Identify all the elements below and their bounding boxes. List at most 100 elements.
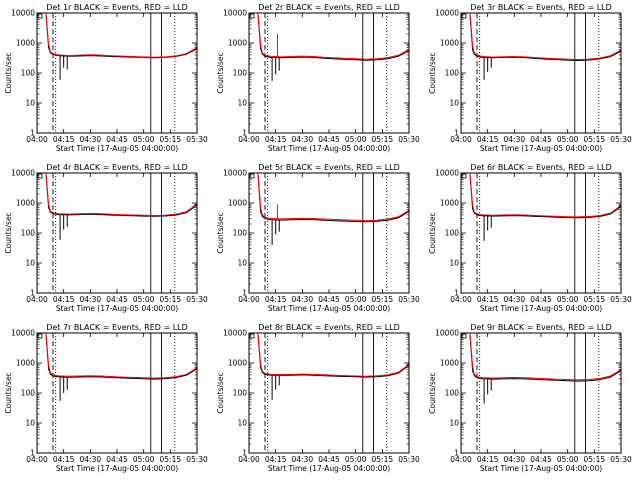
- x-tick-label: 05:15: [584, 135, 606, 144]
- y-tick-label: 1: [30, 289, 35, 298]
- x-tick-label: 05:15: [372, 135, 394, 144]
- y-tick-label: 100: [21, 69, 36, 78]
- x-tick-label: 05:15: [160, 135, 182, 144]
- y-axis-label: Counts/sec: [4, 372, 13, 413]
- panel-title: Det 6r BLACK = Events, RED = LLD: [470, 163, 612, 172]
- y-tick-label: 10000: [435, 9, 459, 18]
- detector-panel-8: Det 8r BLACK = Events, RED = LLD 04:00 04:…: [216, 323, 420, 473]
- y-tick-label: 100: [21, 229, 36, 238]
- x-tick-label: 04:30: [504, 295, 526, 304]
- x-tick-label: 05:00: [133, 455, 155, 464]
- x-tick-label: 05:15: [584, 295, 606, 304]
- x-tick-label: 04:45: [106, 455, 128, 464]
- x-tick-label: 05:15: [160, 295, 182, 304]
- panel-title: Det 2r BLACK = Events, RED = LLD: [258, 3, 400, 12]
- x-tick-label: 05:30: [186, 295, 208, 304]
- x-tick-label: 05:30: [186, 455, 208, 464]
- x-tick-label: 04:00: [450, 455, 472, 464]
- x-axis-label: Start Time (17-Aug-05 04:00:00): [268, 144, 390, 153]
- x-tick-label: 04:15: [477, 135, 499, 144]
- y-tick-label: 10: [449, 419, 459, 428]
- x-tick-label: 04:15: [477, 295, 499, 304]
- x-tick-label: 05:00: [133, 135, 155, 144]
- x-tick-label: 04:45: [530, 295, 552, 304]
- panel-title: Det 3r BLACK = Events, RED = LLD: [470, 3, 612, 12]
- plot-frame: [36, 12, 198, 134]
- x-tick-label: 05:30: [610, 135, 632, 144]
- events-rate-line: [469, 13, 621, 62]
- x-tick-label: 04:00: [238, 295, 260, 304]
- lld-rate-line: [45, 13, 197, 58]
- lld-rate-line: [469, 13, 621, 61]
- x-tick-label: 04:45: [318, 295, 340, 304]
- y-tick-label: 1: [454, 289, 459, 298]
- y-tick-label: 100: [233, 229, 248, 238]
- x-tick-label: 05:15: [160, 455, 182, 464]
- lld-rate-line: [469, 173, 621, 218]
- y-tick-label: 10: [237, 419, 247, 428]
- y-tick-label: 10: [449, 99, 459, 108]
- y-tick-label: 1000: [228, 39, 247, 48]
- y-axis-label: Counts/sec: [216, 212, 225, 253]
- detector-panel-9: Det 9r BLACK = Events, RED = LLD 04:00 04:…: [428, 323, 632, 473]
- x-tick-label: 04:00: [26, 295, 48, 304]
- events-rate-line: [469, 173, 621, 219]
- detector-panel-2: Det 2r BLACK = Events, RED = LLD 04:00 04:…: [216, 3, 420, 153]
- events-rate-line: [257, 173, 409, 223]
- y-axis-label: Counts/sec: [428, 52, 437, 93]
- y-tick-label: 10000: [11, 9, 35, 18]
- events-rate-line: [257, 13, 409, 61]
- panel-title: Det 8r BLACK = Events, RED = LLD: [258, 323, 400, 332]
- y-tick-label: 100: [445, 229, 460, 238]
- x-tick-label: 04:30: [80, 455, 102, 464]
- x-tick-label: 05:00: [345, 455, 367, 464]
- x-axis-label: Start Time (17-Aug-05 04:00:00): [56, 144, 178, 153]
- x-axis-label: Start Time (17-Aug-05 04:00:00): [56, 464, 178, 473]
- x-axis-label: Start Time (17-Aug-05 04:00:00): [268, 304, 390, 313]
- x-tick-label: 05:00: [557, 135, 579, 144]
- lld-rate-line: [257, 333, 409, 377]
- x-tick-label: 04:00: [450, 295, 472, 304]
- x-tick-label: 04:30: [504, 455, 526, 464]
- y-tick-label: 10000: [223, 9, 247, 18]
- lld-rate-line: [45, 333, 197, 379]
- y-tick-label: 1000: [440, 359, 459, 368]
- plot-frame: [248, 12, 410, 134]
- x-tick-label: 04:00: [26, 135, 48, 144]
- y-tick-label: 1: [242, 129, 247, 138]
- x-axis-label: Start Time (17-Aug-05 04:00:00): [480, 144, 602, 153]
- y-tick-label: 1000: [228, 199, 247, 208]
- y-tick-label: 10: [237, 99, 247, 108]
- x-tick-label: 04:45: [106, 295, 128, 304]
- detector-panel-6: Det 6r BLACK = Events, RED = LLD 04:00 04:…: [428, 163, 632, 313]
- y-tick-label: 10: [449, 259, 459, 268]
- x-tick-label: 04:00: [26, 455, 48, 464]
- detector-panel-3: Det 3r BLACK = Events, RED = LLD 04:00 04:…: [428, 3, 632, 153]
- y-tick-label: 1: [454, 129, 459, 138]
- y-tick-label: 100: [233, 389, 248, 398]
- y-axis-label: Counts/sec: [4, 212, 13, 253]
- plot-frame: [36, 332, 198, 454]
- y-tick-label: 100: [233, 69, 248, 78]
- y-tick-label: 1000: [16, 39, 35, 48]
- x-tick-label: 04:45: [530, 135, 552, 144]
- y-axis-label: Counts/sec: [428, 212, 437, 253]
- x-tick-label: 04:30: [292, 455, 314, 464]
- x-tick-label: 04:30: [80, 135, 102, 144]
- x-tick-label: 04:15: [53, 455, 75, 464]
- y-tick-label: 10000: [223, 169, 247, 178]
- events-rate-line: [469, 333, 621, 382]
- y-tick-label: 10: [25, 99, 35, 108]
- panel-title: Det 7r BLACK = Events, RED = LLD: [46, 323, 188, 332]
- x-axis-label: Start Time (17-Aug-05 04:00:00): [480, 304, 602, 313]
- x-tick-label: 05:00: [133, 295, 155, 304]
- y-tick-label: 10000: [11, 169, 35, 178]
- y-axis-label: Counts/sec: [216, 372, 225, 413]
- y-axis-label: Counts/sec: [428, 372, 437, 413]
- events-rate-line: [45, 333, 197, 380]
- panel-title: Det 9r BLACK = Events, RED = LLD: [470, 323, 612, 332]
- lld-rate-line: [45, 173, 197, 217]
- plot-frame: [248, 332, 410, 454]
- x-tick-label: 05:30: [398, 295, 420, 304]
- x-tick-label: 05:00: [345, 135, 367, 144]
